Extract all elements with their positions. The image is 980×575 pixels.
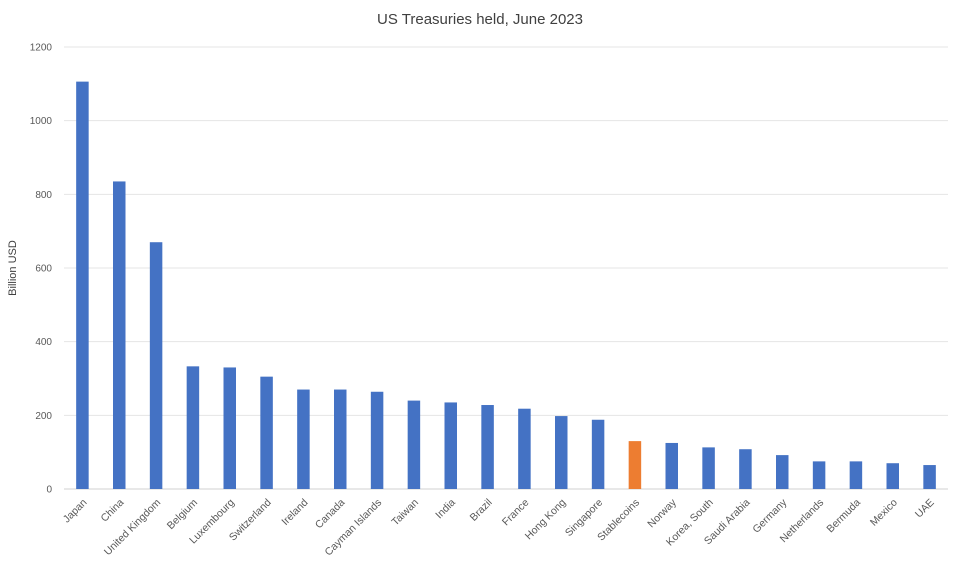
y-tick-label: 200 bbox=[35, 411, 52, 422]
y-tick-label: 0 bbox=[46, 485, 52, 496]
bar-brazil bbox=[481, 405, 494, 489]
bar-stablecoins bbox=[628, 441, 642, 489]
bar-germany bbox=[776, 455, 789, 489]
x-tick-label: Taiwan bbox=[389, 497, 421, 529]
chart-title: US Treasuries held, June 2023 bbox=[377, 11, 583, 28]
y-tick-label: 1000 bbox=[30, 116, 53, 127]
bar-norway bbox=[665, 442, 678, 489]
bar-mexico bbox=[886, 463, 899, 489]
x-tick-label: Norway bbox=[645, 496, 679, 530]
x-tick-label: Ireland bbox=[279, 497, 310, 528]
y-tick-label: 1200 bbox=[30, 43, 53, 54]
bar-cayman-islands bbox=[370, 391, 384, 489]
bar-canada bbox=[334, 389, 347, 489]
bar-japan bbox=[76, 81, 89, 489]
x-tick-label: India bbox=[433, 497, 458, 522]
bars bbox=[76, 81, 936, 490]
bar-luxembourg bbox=[223, 367, 236, 489]
x-tick-label: Belgium bbox=[165, 496, 200, 531]
bar-singapore bbox=[591, 419, 605, 489]
y-tick-label: 600 bbox=[35, 264, 52, 275]
x-tick-label: UAE bbox=[913, 497, 937, 521]
bar-ireland bbox=[297, 389, 310, 489]
x-tick-label: France bbox=[500, 497, 532, 529]
x-tick-label: Canada bbox=[313, 497, 348, 532]
bar-belgium bbox=[186, 366, 200, 489]
y-tick-label: 800 bbox=[35, 190, 52, 201]
bar-china bbox=[113, 181, 126, 490]
y-tick-labels: 0 200 400 600 800 1000 1200 bbox=[30, 43, 53, 496]
bar-india bbox=[444, 402, 457, 489]
gridlines bbox=[64, 46, 948, 490]
bar-united-kingdom bbox=[149, 242, 163, 489]
bar-saudi-arabia bbox=[739, 449, 752, 489]
x-tick-label: Bermuda bbox=[824, 497, 863, 536]
bar-switzerland bbox=[260, 376, 273, 489]
bar-korea-south bbox=[702, 447, 715, 489]
y-axis-label: Billion USD bbox=[7, 240, 19, 296]
x-tick-label: Japan bbox=[61, 497, 90, 526]
y-tick-label: 400 bbox=[35, 337, 52, 348]
bar-uae bbox=[923, 465, 936, 489]
bar-netherlands bbox=[812, 461, 826, 489]
bar-hong-kong bbox=[555, 416, 568, 489]
bar-taiwan bbox=[407, 400, 421, 489]
x-tick-label: Brazil bbox=[468, 497, 495, 524]
x-tick-label: Mexico bbox=[868, 497, 900, 529]
x-tick-label: China bbox=[98, 497, 126, 525]
bar-bermuda bbox=[849, 461, 863, 489]
bar-france bbox=[518, 408, 531, 489]
